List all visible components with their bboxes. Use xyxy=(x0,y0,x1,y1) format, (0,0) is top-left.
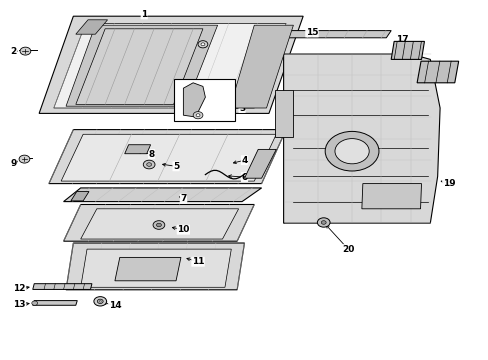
Text: 14: 14 xyxy=(108,302,121,310)
Text: 4: 4 xyxy=(241,156,247,165)
Circle shape xyxy=(153,221,164,229)
Circle shape xyxy=(193,112,203,119)
Polygon shape xyxy=(81,209,238,239)
Polygon shape xyxy=(244,149,276,178)
Circle shape xyxy=(156,223,161,227)
Circle shape xyxy=(146,163,151,166)
FancyBboxPatch shape xyxy=(173,79,234,121)
Circle shape xyxy=(196,114,200,117)
Text: 8: 8 xyxy=(148,150,154,158)
Polygon shape xyxy=(283,54,439,223)
Text: 3: 3 xyxy=(239,104,244,112)
Text: 17: 17 xyxy=(395,35,407,44)
Polygon shape xyxy=(81,249,231,287)
Circle shape xyxy=(20,47,31,55)
Polygon shape xyxy=(416,61,458,83)
Polygon shape xyxy=(361,184,421,209)
Polygon shape xyxy=(66,25,217,106)
Polygon shape xyxy=(76,29,203,104)
Polygon shape xyxy=(54,23,285,108)
Polygon shape xyxy=(66,243,244,290)
Polygon shape xyxy=(49,130,285,184)
Text: 19: 19 xyxy=(442,179,454,188)
Polygon shape xyxy=(39,16,303,113)
Text: 10: 10 xyxy=(177,225,189,234)
Circle shape xyxy=(201,43,204,46)
Polygon shape xyxy=(71,192,89,201)
Polygon shape xyxy=(115,257,181,281)
Circle shape xyxy=(325,131,378,171)
Polygon shape xyxy=(124,145,150,154)
Text: 5: 5 xyxy=(173,162,179,171)
Circle shape xyxy=(32,301,38,305)
Polygon shape xyxy=(183,83,205,117)
Text: 20: 20 xyxy=(341,245,354,253)
Text: 16: 16 xyxy=(183,37,196,46)
Text: 15: 15 xyxy=(305,28,318,37)
Text: 9: 9 xyxy=(10,159,17,168)
Circle shape xyxy=(97,299,103,303)
Circle shape xyxy=(99,301,101,302)
Polygon shape xyxy=(229,25,293,108)
Circle shape xyxy=(321,221,325,224)
Circle shape xyxy=(19,155,30,163)
Polygon shape xyxy=(63,204,254,241)
Circle shape xyxy=(334,139,368,164)
Polygon shape xyxy=(63,188,261,202)
Text: 11: 11 xyxy=(191,257,204,266)
Text: 13: 13 xyxy=(13,300,26,309)
Text: 2: 2 xyxy=(11,46,17,55)
Polygon shape xyxy=(61,134,276,181)
Text: 18: 18 xyxy=(424,62,437,71)
Polygon shape xyxy=(33,301,77,305)
Text: 12: 12 xyxy=(13,284,26,293)
Text: 6: 6 xyxy=(241,173,247,181)
Text: 7: 7 xyxy=(180,194,186,203)
Polygon shape xyxy=(274,90,293,137)
Circle shape xyxy=(94,297,106,306)
Circle shape xyxy=(198,41,207,48)
Polygon shape xyxy=(33,284,92,289)
Text: 1: 1 xyxy=(141,10,147,19)
Circle shape xyxy=(143,160,155,169)
Polygon shape xyxy=(76,20,107,34)
Circle shape xyxy=(317,218,329,227)
Polygon shape xyxy=(283,31,390,38)
Polygon shape xyxy=(390,41,424,59)
